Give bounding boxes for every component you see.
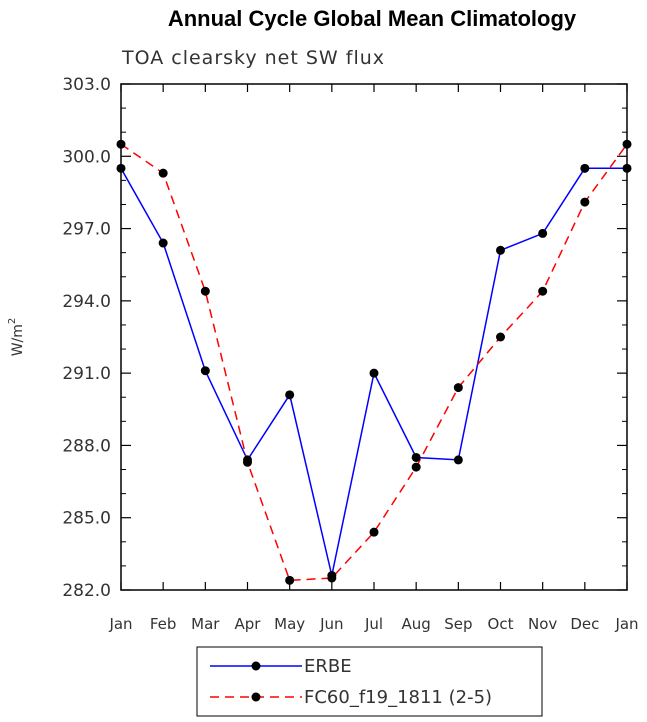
data-point <box>538 228 548 238</box>
data-point <box>158 168 168 178</box>
legend-marker <box>251 661 261 671</box>
x-tick-label: Oct <box>488 615 514 633</box>
data-point <box>243 457 252 467</box>
series-layer <box>116 139 632 585</box>
x-tick-label: May <box>274 615 305 633</box>
data-point <box>116 163 126 173</box>
data-point <box>116 139 126 149</box>
y-tick-label: 285.0 <box>62 509 111 529</box>
chart-subtitle: TOA clearsky net SW flux <box>121 47 385 69</box>
data-point <box>285 575 295 585</box>
legend-box <box>196 646 543 717</box>
data-point <box>158 238 168 248</box>
x-tick-label: Jan <box>614 615 638 633</box>
data-point <box>580 197 590 207</box>
data-point <box>580 163 590 173</box>
data-point <box>538 286 548 296</box>
data-point <box>453 455 463 465</box>
legend: ERBE FC60_f19_1811 (2-5) <box>196 646 543 717</box>
data-point <box>496 245 505 255</box>
x-tick-label: Aug <box>402 615 431 633</box>
plot-border <box>120 83 628 591</box>
x-tick-label: Feb <box>150 615 177 633</box>
x-axis: Jan Feb Mar Apr May Jun Jul Aug Sep Oct Nov Dec Jan <box>108 84 639 633</box>
y-tick-label: 303.0 <box>62 75 111 95</box>
y-axis-label: W/m2 <box>7 318 26 357</box>
y-axis-label-superscript: 2 <box>7 318 18 324</box>
legend-marker <box>251 692 261 702</box>
legend-label: FC60_f19_1811 (2-5) <box>304 687 492 708</box>
data-point <box>622 163 632 173</box>
x-tick-label: Dec <box>570 615 599 633</box>
series-line <box>120 143 628 582</box>
y-tick-label: 291.0 <box>62 364 111 384</box>
x-tick-label: Jan <box>108 615 132 633</box>
y-tick-label: 282.0 <box>62 581 111 601</box>
data-point <box>411 462 421 472</box>
x-tick-label: Sep <box>444 615 472 633</box>
plot-frame <box>120 83 628 591</box>
data-point <box>369 368 379 378</box>
data-point <box>453 383 463 393</box>
x-tick-label: Apr <box>235 615 262 633</box>
y-axis: 282.0 285.0 288.0 291.0 294.0 297.0 300.0 303.0 <box>62 75 627 601</box>
chart-title: Annual Cycle Global Mean Climatology <box>168 6 577 31</box>
y-axis-label-text: W/m <box>10 324 26 356</box>
x-tick-label: Jun <box>319 615 343 633</box>
data-point <box>369 527 379 537</box>
y-tick-label: 294.0 <box>62 292 111 312</box>
data-point <box>200 286 210 296</box>
data-point <box>327 573 337 583</box>
data-point <box>496 332 505 342</box>
x-tick-label: Mar <box>191 615 220 633</box>
x-tick-label: Jul <box>364 615 383 633</box>
data-point <box>622 139 632 149</box>
data-point <box>285 390 295 400</box>
y-tick-label: 288.0 <box>62 436 111 456</box>
y-tick-label: 297.0 <box>62 220 111 240</box>
legend-label: ERBE <box>304 656 352 677</box>
data-point <box>200 366 210 376</box>
y-tick-label: 300.0 <box>62 147 111 167</box>
data-point <box>411 452 421 462</box>
x-tick-label: Nov <box>528 615 557 633</box>
